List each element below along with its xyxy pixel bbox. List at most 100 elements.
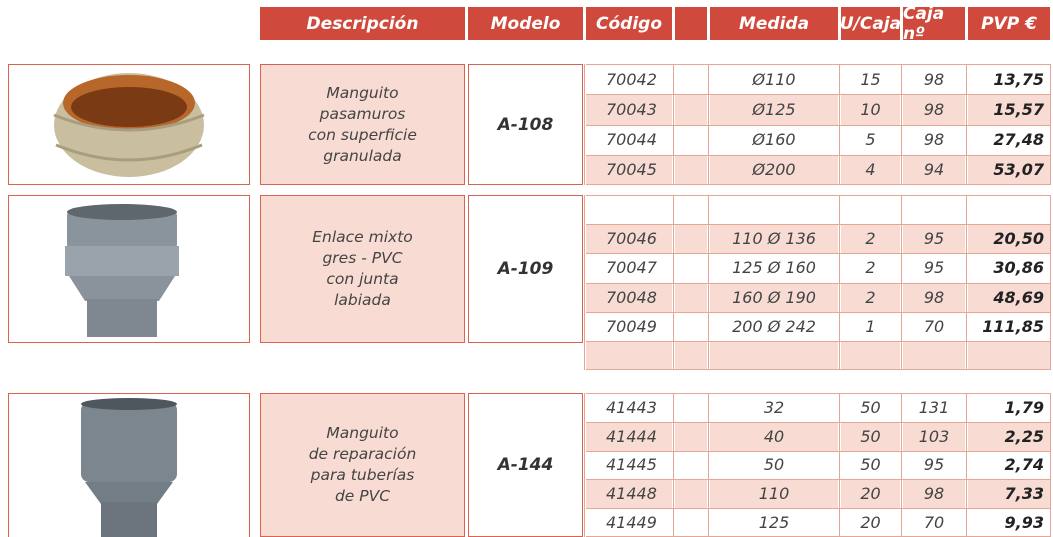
units-cell: 50 — [860, 397, 881, 417]
column-line — [901, 64, 902, 185]
box-cell — [903, 195, 965, 224]
price-cell — [968, 195, 1050, 224]
description-line: gres - PVC — [322, 249, 403, 267]
description-line: de PVC — [334, 487, 391, 505]
code-cell: 70049 — [606, 316, 657, 336]
column-line — [901, 195, 902, 370]
units-cell: 2 — [841, 224, 900, 254]
column-line — [708, 64, 709, 185]
column-line — [708, 393, 709, 537]
price-cell: 27,48 — [993, 130, 1044, 150]
price-cell: 111,85 — [982, 316, 1044, 336]
size-cell: Ø200 — [710, 154, 838, 185]
size-cell: Ø160 — [752, 130, 796, 150]
row-line — [586, 508, 1050, 510]
box-cell: 95 — [923, 455, 945, 475]
price-cell: 53,07 — [968, 154, 1050, 185]
description-line: Manguito — [326, 83, 399, 102]
blank-cell — [675, 125, 707, 155]
units-cell: 50 — [841, 421, 900, 451]
price-cell: 7,33 — [968, 479, 1050, 509]
blank-cell — [675, 340, 707, 370]
description-cell: Manguito pasamuros con superficie granulada — [260, 64, 465, 185]
code-cell: 70042 — [606, 69, 657, 89]
code-cell: 41443 — [606, 397, 657, 417]
row-line — [586, 184, 1050, 185]
units-cell: 50 — [860, 455, 881, 475]
price-cell: 20,50 — [968, 224, 1050, 254]
code-cell: 70047 — [606, 258, 657, 278]
header-cell — [675, 7, 707, 40]
box-cell: 95 — [903, 224, 965, 254]
column-line — [584, 64, 585, 185]
product-image — [8, 195, 250, 343]
units-cell — [841, 340, 900, 370]
blank-cell — [675, 282, 707, 312]
row-line — [586, 340, 1050, 342]
box-cell: 70 — [923, 316, 945, 336]
column-line — [1050, 195, 1051, 370]
size-cell: Ø125 — [710, 94, 838, 125]
code-cell: 70044 — [606, 130, 657, 150]
description-line: pasamuros — [319, 104, 406, 123]
price-cell: 1,79 — [1004, 397, 1044, 417]
code-cell: 41449 — [606, 513, 657, 533]
code-cell — [586, 195, 672, 224]
product-image — [8, 393, 250, 537]
coupling-illustration — [65, 204, 179, 337]
size-cell: 160 Ø 190 — [710, 282, 838, 312]
row-line — [586, 154, 1050, 156]
column-line — [839, 64, 840, 185]
units-cell: 5 — [865, 130, 876, 150]
description-line: labiada — [334, 291, 391, 309]
model-cell: A-144 — [468, 393, 583, 537]
size-cell: 32 — [763, 397, 785, 417]
price-cell: 2,25 — [968, 421, 1050, 451]
size-cell: Ø110 — [752, 69, 796, 89]
column-line — [966, 195, 967, 370]
units-cell: 1 — [865, 316, 876, 336]
row-line — [586, 282, 1050, 284]
code-cell: 41445 — [606, 455, 657, 475]
box-cell: 98 — [903, 94, 965, 125]
row-line — [586, 195, 1050, 196]
column-line — [901, 393, 902, 537]
blank-cell — [675, 253, 707, 282]
row-line — [586, 450, 1050, 452]
header-cell: Caja nº — [903, 4, 965, 44]
box-cell: 95 — [923, 258, 945, 278]
description-line: para tuberías — [310, 466, 415, 484]
code-cell: 70048 — [586, 282, 672, 312]
code-cell: 41448 — [586, 479, 672, 509]
row-line — [586, 253, 1050, 255]
header-cell: PVP € — [968, 7, 1050, 40]
price-cell: 48,69 — [968, 282, 1050, 312]
units-cell: 4 — [841, 154, 900, 185]
size-cell: 40 — [710, 421, 838, 451]
column-line — [839, 195, 840, 370]
price-cell: 9,93 — [1004, 513, 1044, 533]
units-cell — [841, 195, 900, 224]
row-line — [586, 421, 1050, 423]
description-line: granulada — [323, 146, 402, 165]
column-line — [708, 195, 709, 370]
units-cell: 20 — [860, 513, 881, 533]
header-cell: Descripción — [260, 7, 465, 40]
size-cell — [710, 340, 838, 370]
column-line — [966, 393, 967, 537]
blank-cell — [675, 312, 707, 341]
row-line — [586, 224, 1050, 226]
box-cell — [903, 340, 965, 370]
column-line — [673, 64, 674, 185]
size-cell — [710, 195, 838, 224]
code-cell: 70046 — [586, 224, 672, 254]
units-cell: 2 — [841, 282, 900, 312]
size-cell: 110 Ø 136 — [710, 224, 838, 254]
column-line — [584, 195, 585, 370]
product-image — [8, 64, 250, 185]
price-cell: 15,57 — [968, 94, 1050, 125]
box-cell: 94 — [903, 154, 965, 185]
price-cell: 13,75 — [993, 69, 1044, 89]
column-line — [584, 393, 585, 537]
